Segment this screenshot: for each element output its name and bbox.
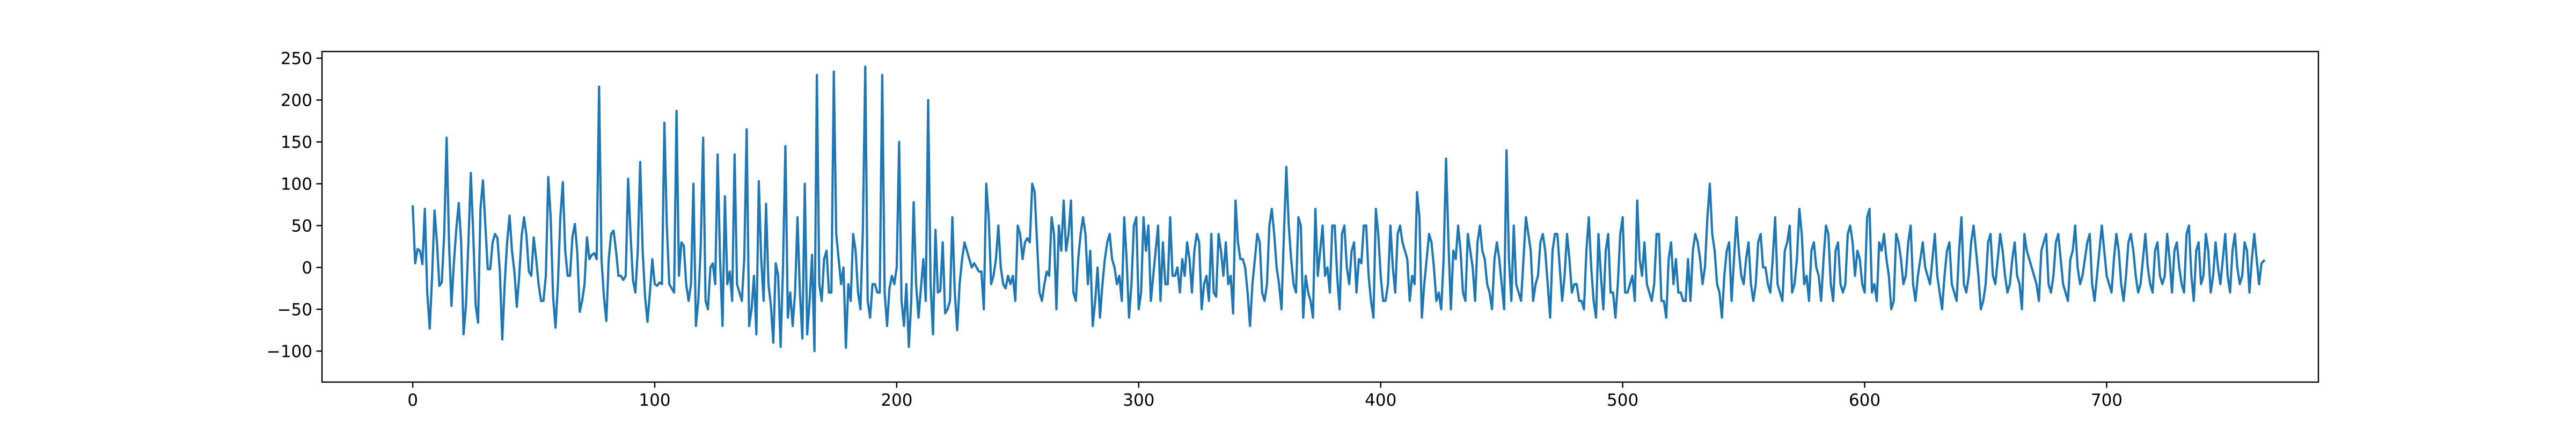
y-axis-ticks: −100 −50 0 50 100 150 200 250 xyxy=(267,49,322,361)
y-tick-label: 200 xyxy=(281,91,312,110)
y-tick-label: 50 xyxy=(291,216,312,236)
plot-area-background xyxy=(322,52,2318,382)
y-tick-label: 150 xyxy=(281,133,312,152)
x-tick-label: 200 xyxy=(881,391,912,410)
x-tick-label: 600 xyxy=(1849,391,1880,410)
x-axis-ticks: 0 100 200 300 400 500 600 700 xyxy=(407,382,2123,410)
x-tick-label: 400 xyxy=(1365,391,1396,410)
plot-area-frame xyxy=(321,50,2319,383)
y-tick-label: −50 xyxy=(277,300,312,319)
y-tick-label: 100 xyxy=(281,174,312,194)
x-tick-label: 500 xyxy=(1607,391,1638,410)
y-tick-label: 250 xyxy=(281,49,312,68)
x-tick-label: 0 xyxy=(407,391,418,410)
y-tick-label: 0 xyxy=(302,258,312,277)
x-tick-label: 300 xyxy=(1123,391,1154,410)
x-tick-label: 100 xyxy=(639,391,670,410)
series-line xyxy=(411,65,2266,353)
y-tick-label: −100 xyxy=(267,342,312,361)
x-tick-label: 700 xyxy=(2091,391,2123,410)
